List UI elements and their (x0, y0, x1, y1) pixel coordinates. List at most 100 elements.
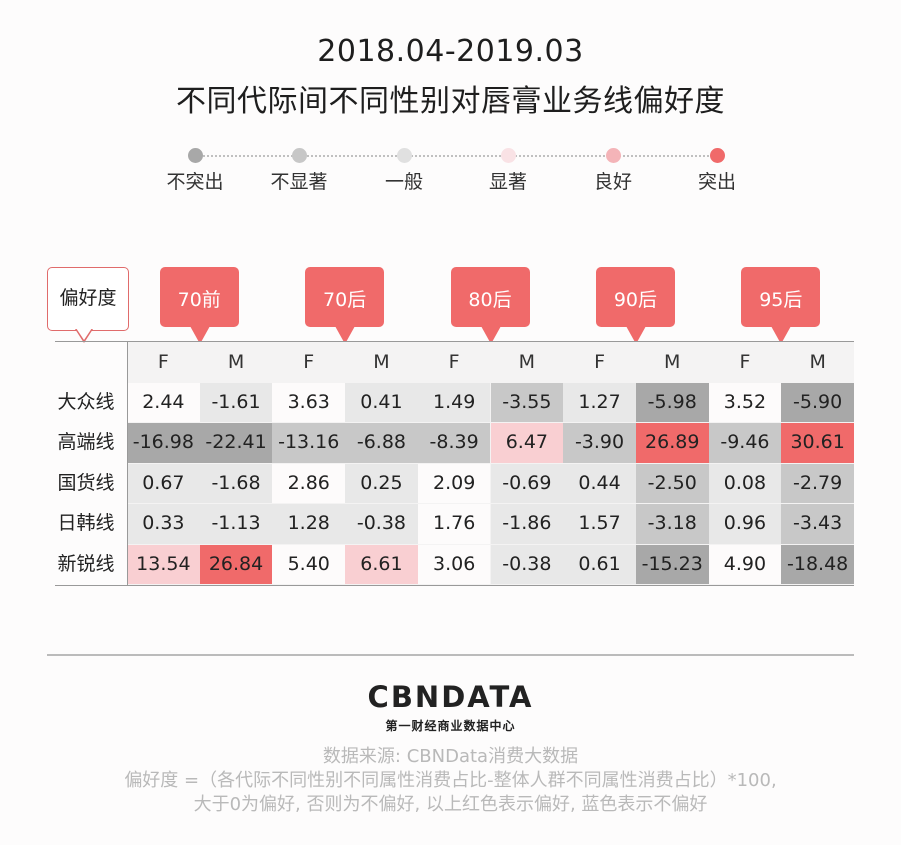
table-cell: -3.43 (781, 504, 854, 544)
table-cell: -5.98 (635, 383, 709, 423)
table-cell: 26.84 (199, 544, 273, 584)
table-cell: -13.16 (272, 423, 346, 463)
table-cell: 1.49 (417, 383, 491, 423)
table-cell: -1.61 (199, 383, 273, 423)
scale-line (195, 155, 717, 157)
row-label: 高端线 (57, 431, 115, 454)
generation-badge: 70后 (305, 267, 385, 327)
legend-dot (188, 148, 203, 163)
table-cell: 0.08 (708, 463, 782, 504)
table-cell: -2.79 (781, 463, 854, 504)
generation-badge: 95后 (741, 267, 821, 327)
logo-subtitle: 第一财经商业数据中心 (385, 719, 516, 733)
table-cell: -1.68 (199, 463, 273, 504)
row-label: 日韩线 (57, 512, 115, 535)
table-cell: -1.86 (490, 504, 564, 544)
table-cell: 6.47 (490, 423, 564, 463)
table-cell: 13.54 (127, 544, 200, 584)
table-cell: 0.67 (127, 463, 200, 504)
corner-label: 偏好度 (47, 267, 129, 331)
table-cell: 2.09 (417, 463, 491, 504)
table-cell: 3.52 (708, 383, 782, 423)
column-header: F (594, 351, 605, 373)
table-top-line (55, 341, 854, 342)
legend-label: 良好 (593, 171, 632, 193)
legend-label: 显著 (488, 171, 527, 193)
table-cell: 2.44 (127, 383, 200, 423)
table-cell: -16.98 (127, 423, 200, 463)
table-cell: 5.40 (272, 544, 346, 584)
row-label: 国货线 (57, 471, 115, 494)
table-cell: 0.33 (127, 504, 200, 544)
generation-badge-tail (189, 326, 210, 344)
column-header: M (518, 351, 536, 373)
table-background (127, 341, 854, 585)
column-header: M (664, 351, 681, 373)
table-cell: 0.61 (563, 544, 636, 584)
table-cell: 1.57 (563, 504, 636, 544)
legend-label: 不突出 (166, 171, 224, 193)
chart-title-date: 2018.04-2019.03 (317, 34, 584, 69)
table-cell: -15.23 (635, 544, 709, 584)
table-cell: -22.41 (199, 423, 273, 463)
legend-dot (292, 148, 307, 163)
table-cell: -1.13 (199, 504, 273, 544)
table-cell: 0.96 (708, 504, 782, 544)
generation-badge-tail (771, 326, 792, 344)
table-cell: -3.18 (635, 504, 709, 544)
column-header: F (157, 351, 169, 373)
table-cell: 6.61 (345, 544, 418, 584)
cbndata-logo: CBNDATA (367, 680, 534, 714)
legend-label: 不显著 (270, 171, 328, 193)
table-cell: -2.50 (635, 463, 709, 504)
chart-title: 不同代际间不同性别对唇膏业务线偏好度 (176, 84, 725, 119)
row-label: 新锐线 (57, 552, 115, 575)
row-label: 大众线 (57, 391, 115, 413)
generation-badge: 80后 (450, 267, 530, 327)
table-cell: 30.61 (781, 423, 854, 463)
formula-note: 偏好度 =（各代际不同性别不同属性消费占比-整体人群不同属性消费占比）*100, (124, 770, 777, 791)
table-cell: -3.90 (563, 423, 636, 463)
generation-badge: 70前 (159, 267, 239, 327)
table-cell: 1.76 (417, 504, 491, 544)
legend-label: 一般 (384, 171, 423, 193)
table-cell: -9.46 (708, 423, 782, 463)
column-header: F (739, 351, 751, 373)
generation-badge-tail (625, 326, 646, 344)
table-cell: -5.90 (781, 383, 854, 423)
footer-separator (47, 654, 854, 656)
table-cell: 1.28 (272, 504, 346, 544)
legend-label: 突出 (697, 171, 736, 193)
column-header: F (448, 351, 460, 373)
legend-dot (397, 148, 412, 163)
legend-dot (710, 148, 725, 163)
generation-badge-tail (480, 326, 501, 344)
data-source: 数据来源: CBNData消费大数据 (322, 746, 579, 767)
table-cell: 26.89 (635, 423, 709, 463)
table-cell: -3.55 (490, 383, 564, 423)
generation-badge: 90后 (595, 267, 675, 327)
table-cell: 4.90 (708, 544, 782, 584)
table-cell: 0.44 (563, 463, 636, 504)
table-left-line (127, 341, 128, 585)
legend-dot (606, 148, 621, 163)
table-cell: -0.69 (490, 463, 564, 504)
table-cell: 0.25 (345, 463, 418, 504)
table-cell: 3.63 (272, 383, 346, 423)
table-cell: 3.06 (417, 544, 491, 584)
table-cell: -0.38 (345, 504, 418, 544)
table-cell: -0.38 (490, 544, 564, 584)
table-cell: -6.88 (345, 423, 418, 463)
column-header: M (809, 351, 826, 373)
table-cell: -8.39 (417, 423, 491, 463)
table-cell: 2.86 (272, 463, 346, 504)
table-cell: 1.27 (563, 383, 636, 423)
generation-badge-tail (335, 326, 356, 344)
corner-tail-inner (76, 328, 92, 340)
legend-dot (501, 148, 516, 163)
column-header: F (303, 351, 315, 373)
table-cell: 0.41 (345, 383, 418, 423)
explain-note: 大于0为偏好, 否则为不偏好, 以上红色表示偏好, 蓝色表示不偏好 (193, 794, 708, 815)
column-header: M (373, 351, 390, 373)
table-bottom-line (55, 585, 854, 586)
